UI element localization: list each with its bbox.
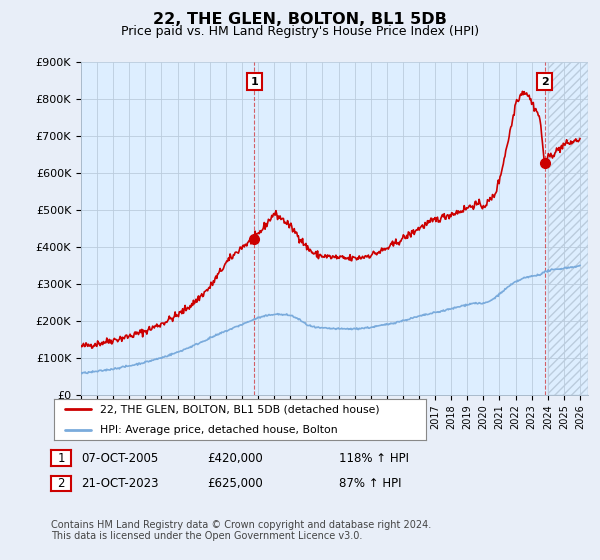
Text: 22, THE GLEN, BOLTON, BL1 5DB: 22, THE GLEN, BOLTON, BL1 5DB (153, 12, 447, 27)
Text: 2: 2 (541, 77, 548, 87)
Text: 07-OCT-2005: 07-OCT-2005 (81, 451, 158, 465)
Text: 1: 1 (58, 451, 65, 465)
Text: £420,000: £420,000 (207, 451, 263, 465)
Text: Price paid vs. HM Land Registry's House Price Index (HPI): Price paid vs. HM Land Registry's House … (121, 25, 479, 38)
Text: 1: 1 (250, 77, 258, 87)
Text: £625,000: £625,000 (207, 477, 263, 490)
Text: 22, THE GLEN, BOLTON, BL1 5DB (detached house): 22, THE GLEN, BOLTON, BL1 5DB (detached … (101, 404, 380, 414)
Text: 118% ↑ HPI: 118% ↑ HPI (339, 451, 409, 465)
Text: 21-OCT-2023: 21-OCT-2023 (81, 477, 158, 490)
Text: Contains HM Land Registry data © Crown copyright and database right 2024.
This d: Contains HM Land Registry data © Crown c… (51, 520, 431, 542)
Text: 2: 2 (58, 477, 65, 490)
Text: 87% ↑ HPI: 87% ↑ HPI (339, 477, 401, 490)
Text: HPI: Average price, detached house, Bolton: HPI: Average price, detached house, Bolt… (101, 424, 338, 435)
